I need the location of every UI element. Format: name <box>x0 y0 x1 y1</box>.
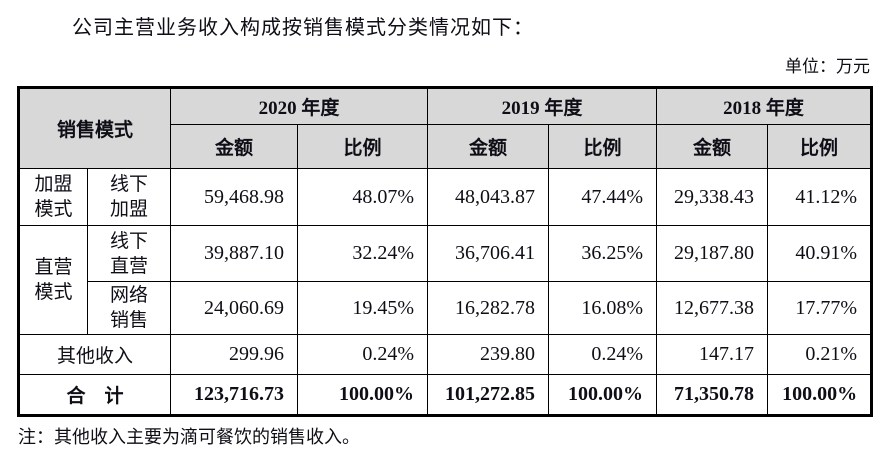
cell-2020-amount: 123,716.73 <box>170 374 299 417</box>
document-page: 公司主营业务收入构成按销售模式分类情况如下： 单位：万元 销售模式 2020 年… <box>0 16 888 449</box>
cell-2020-amount: 299.96 <box>170 334 299 376</box>
cell-2019-ratio: 0.24% <box>548 334 658 376</box>
cell-2018-ratio: 40.91% <box>767 225 873 283</box>
table-row-other-income: 其他收入 299.96 0.24% 239.80 0.24% 147.17 0.… <box>17 334 873 376</box>
header-year-2018: 2018 年度 <box>656 87 873 126</box>
cell-2018-ratio: 17.77% <box>767 281 873 336</box>
cell-sub-offline-direct: 线下 直营 <box>86 225 172 283</box>
footnote: 注：其他收入主要为滴可餐饮的销售收入。 <box>18 427 360 448</box>
cell-label-total: 合 计 <box>17 374 172 417</box>
cell-2019-ratio: 16.08% <box>548 281 658 336</box>
table-row-franchise: 加盟 模式 线下 加盟 59,468.98 48.07% 48,043.87 4… <box>18 168 873 227</box>
cell-2019-amount: 239.80 <box>427 334 550 376</box>
cell-2018-amount: 29,187.80 <box>656 225 769 283</box>
header-year-2020: 2020 年度 <box>170 87 429 126</box>
cell-group-direct: 直营 模式 <box>18 225 88 336</box>
cell-2018-amount: 147.17 <box>656 334 769 376</box>
cell-2018-ratio: 0.21% <box>767 334 873 376</box>
cell-2018-amount: 71,350.78 <box>656 374 769 417</box>
cell-2018-ratio: 41.12% <box>767 168 873 227</box>
table-row-online-sales: 网络 销售 24,060.69 19.45% 16,282.78 16.08% … <box>19 281 873 336</box>
cell-2019-ratio: 100.00% <box>548 374 658 417</box>
cell-2020-ratio: 19.45% <box>297 281 429 336</box>
cell-2018-amount: 12,677.38 <box>656 281 769 336</box>
cell-group-franchise: 加盟 模式 <box>18 168 88 227</box>
cell-label-other-income: 其他收入 <box>17 334 172 376</box>
table-row-total: 合 计 123,716.73 100.00% 101,272.85 100.00… <box>17 374 873 417</box>
cell-2018-amount: 29,338.43 <box>656 168 769 227</box>
cell-2020-ratio: 32.24% <box>297 225 429 283</box>
header-sales-mode: 销售模式 <box>17 87 172 170</box>
cell-2019-amount: 101,272.85 <box>427 374 550 417</box>
header-amount-2020: 金额 <box>170 124 299 170</box>
revenue-by-sales-model-table: 销售模式 2020 年度 2019 年度 2018 年度 金额 比例 金额 比例… <box>17 86 874 418</box>
header-row-years: 销售模式 2020 年度 2019 年度 2018 年度 <box>17 87 873 170</box>
table-row-direct-offline: 直营 模式 线下 直营 39,887.10 32.24% 36,706.41 3… <box>18 225 873 336</box>
header-ratio-2018: 比例 <box>767 124 873 170</box>
cell-2020-amount: 24,060.69 <box>170 281 299 336</box>
cell-2019-ratio: 36.25% <box>548 225 658 283</box>
cell-2019-amount: 16,282.78 <box>427 281 550 336</box>
header-amount-2019: 金额 <box>427 124 550 170</box>
cell-2020-ratio: 48.07% <box>297 168 429 227</box>
cell-sub-online-sales: 网络 销售 <box>86 281 172 336</box>
page-title: 公司主营业务收入构成按销售模式分类情况如下： <box>72 17 534 39</box>
header-row-metrics: 金额 比例 金额 比例 金额 比例 <box>19 124 873 170</box>
header-year-2019: 2019 年度 <box>427 87 658 126</box>
cell-2020-ratio: 0.24% <box>297 334 429 376</box>
cell-2020-amount: 59,468.98 <box>170 168 299 227</box>
header-ratio-2020: 比例 <box>297 124 429 170</box>
cell-2020-ratio: 100.00% <box>297 374 429 417</box>
header-amount-2018: 金额 <box>656 124 769 170</box>
cell-2018-ratio: 100.00% <box>767 374 873 417</box>
cell-2020-amount: 39,887.10 <box>170 225 299 283</box>
cell-2019-amount: 48,043.87 <box>427 168 550 227</box>
unit-label: 单位：万元 <box>785 57 870 76</box>
header-ratio-2019: 比例 <box>548 124 658 170</box>
cell-2019-amount: 36,706.41 <box>427 225 550 283</box>
cell-sub-offline-franchise: 线下 加盟 <box>86 168 172 227</box>
cell-2019-ratio: 47.44% <box>548 168 658 227</box>
